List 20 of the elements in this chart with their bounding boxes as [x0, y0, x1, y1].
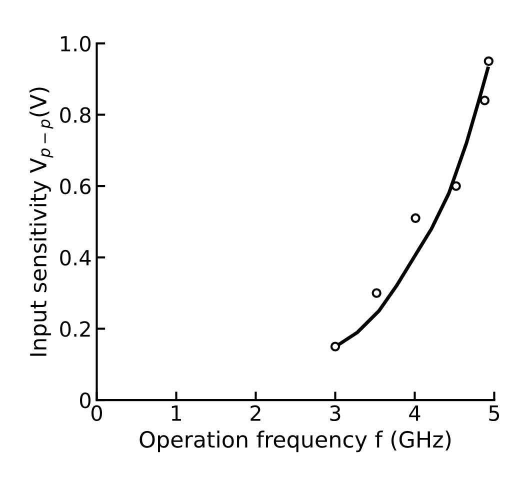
point [484, 56, 494, 66]
y-tick-label: 1.0 [61, 36, 91, 52]
y-tick-label: 0.8 [60, 107, 90, 123]
point [330, 342, 340, 352]
x-tick-label: 1 [172, 406, 181, 421]
x-tick-label: 0 [92, 405, 102, 422]
x-tick-label: 3 [330, 405, 340, 422]
y-axis-title: Input sensitivity V$_{p−p}$(V) [29, 88, 54, 356]
y-tick-label: 0 [80, 392, 91, 408]
x-tick-label: 5 [489, 406, 500, 422]
x-axis-title: Operation frequency f (GHz) [140, 430, 451, 452]
y-tick-label: 0.4 [60, 250, 91, 266]
x-tick-label: 2 [250, 405, 260, 421]
point [372, 288, 382, 298]
y-tick-label: 0.2 [60, 321, 90, 337]
y-tick-label: 0.6 [60, 178, 91, 194]
point [451, 181, 461, 191]
point [410, 213, 420, 223]
x-tick-label: 4 [409, 406, 420, 421]
point [480, 96, 490, 106]
